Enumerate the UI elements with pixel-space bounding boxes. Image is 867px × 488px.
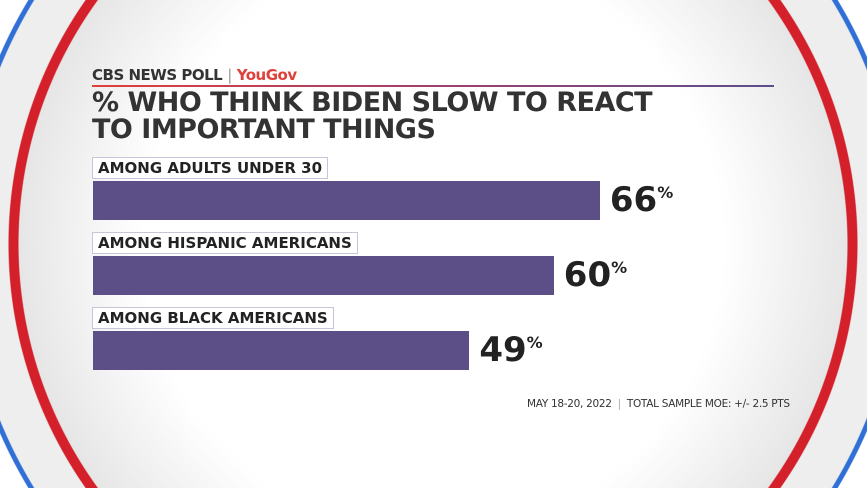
value-number: 49 [479,330,527,370]
value-unit: % [526,333,543,352]
margin-of-error: TOTAL SAMPLE MOE: +/- 2.5 PTS [626,398,790,410]
value-number: 60 [563,255,612,295]
chart-title: % WHO THINK BIDEN SLOW TO REACT TO IMPORT… [92,87,653,145]
category-label: AMONG ADULTS UNDER 30 [92,157,329,179]
bar [93,256,554,295]
value-number: 66 [609,180,658,220]
brand: CBS NEWS POLL | YouGov [92,66,297,84]
category-label: AMONG BLACK AMERICANS [92,307,334,329]
yougov-logo: YouGov [236,66,297,84]
cbs-logo: CBS NEWS POLL [92,66,223,84]
value-label: 66% [610,181,673,220]
footer: MAY 18-20, 2022 | TOTAL SAMPLE MOE: +/- 2.… [527,398,790,410]
value-unit: % [657,183,674,202]
value-unit: % [611,258,628,277]
category-label: AMONG HISPANIC AMERICANS [92,232,358,254]
value-label: 60% [564,256,627,295]
bar [93,331,470,370]
poll-date: MAY 18-20, 2022 [527,398,612,410]
bar [93,181,600,220]
value-label: 49% [479,331,542,370]
header-rule [92,85,774,87]
